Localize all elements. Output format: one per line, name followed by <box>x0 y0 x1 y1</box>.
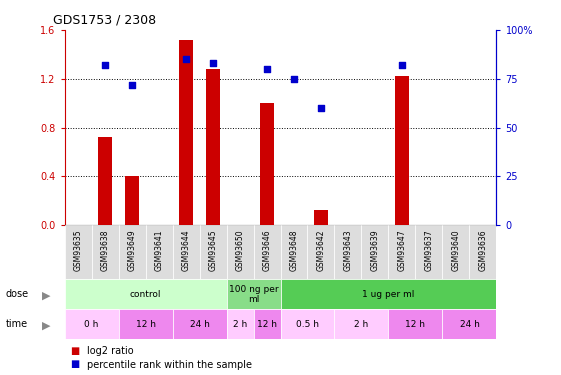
Point <box>289 76 298 82</box>
Bar <box>200 225 227 279</box>
Bar <box>173 309 227 339</box>
Bar <box>118 225 145 279</box>
Point <box>209 60 218 66</box>
Text: GSM93647: GSM93647 <box>398 230 407 271</box>
Bar <box>389 225 416 279</box>
Bar <box>280 279 496 309</box>
Text: GSM93637: GSM93637 <box>425 230 434 271</box>
Text: GSM93643: GSM93643 <box>343 230 352 271</box>
Bar <box>394 76 410 225</box>
Bar <box>145 225 173 279</box>
Text: GSM93639: GSM93639 <box>370 230 379 271</box>
Bar <box>260 103 274 225</box>
Point <box>100 62 109 68</box>
Bar <box>91 225 118 279</box>
Text: GSM93649: GSM93649 <box>127 230 136 271</box>
Text: GDS1753 / 2308: GDS1753 / 2308 <box>53 13 157 26</box>
Point <box>263 66 272 72</box>
Bar <box>334 309 389 339</box>
Text: GSM93636: GSM93636 <box>479 230 488 271</box>
Text: ▶: ▶ <box>42 321 51 331</box>
Bar <box>227 279 280 309</box>
Bar <box>173 225 200 279</box>
Text: percentile rank within the sample: percentile rank within the sample <box>87 360 252 369</box>
Text: GSM93646: GSM93646 <box>263 230 272 271</box>
Bar <box>118 309 173 339</box>
Text: dose: dose <box>6 290 29 299</box>
Text: control: control <box>130 290 161 299</box>
Bar <box>125 176 140 225</box>
Text: GSM93640: GSM93640 <box>452 230 461 271</box>
Point <box>182 56 191 62</box>
Text: 100 ng per
ml: 100 ng per ml <box>229 285 278 304</box>
Text: GSM93644: GSM93644 <box>182 230 191 271</box>
Bar <box>227 309 254 339</box>
Text: log2 ratio: log2 ratio <box>87 346 134 355</box>
Point <box>316 105 325 111</box>
Bar <box>280 309 334 339</box>
Bar <box>416 225 443 279</box>
Text: 12 h: 12 h <box>136 320 155 329</box>
Text: 2 h: 2 h <box>355 320 369 329</box>
Text: GSM93642: GSM93642 <box>316 230 325 271</box>
Text: 24 h: 24 h <box>459 320 480 329</box>
Bar <box>227 225 254 279</box>
Bar <box>307 225 334 279</box>
Bar <box>314 210 328 225</box>
Text: 1 ug per ml: 1 ug per ml <box>362 290 415 299</box>
Text: GSM93638: GSM93638 <box>100 230 109 271</box>
Bar <box>280 225 307 279</box>
Bar <box>443 225 470 279</box>
Text: 2 h: 2 h <box>233 320 247 329</box>
Point <box>398 62 407 68</box>
Bar <box>98 137 112 225</box>
Text: 0.5 h: 0.5 h <box>296 320 319 329</box>
Bar <box>205 69 220 225</box>
Text: ■: ■ <box>70 346 79 355</box>
Text: GSM93641: GSM93641 <box>154 230 163 271</box>
Text: ■: ■ <box>70 360 79 369</box>
Point <box>127 82 136 88</box>
Bar <box>470 225 496 279</box>
Bar <box>361 225 388 279</box>
Text: 24 h: 24 h <box>190 320 209 329</box>
Text: ▶: ▶ <box>42 291 51 301</box>
Text: time: time <box>6 320 27 329</box>
Text: GSM93645: GSM93645 <box>209 230 218 271</box>
Text: GSM93648: GSM93648 <box>289 230 298 271</box>
Text: 12 h: 12 h <box>406 320 425 329</box>
Text: GSM93635: GSM93635 <box>73 230 82 271</box>
Bar <box>388 309 443 339</box>
Bar <box>254 225 280 279</box>
Bar <box>65 279 227 309</box>
Text: GSM93650: GSM93650 <box>236 230 245 271</box>
Bar <box>65 309 118 339</box>
Bar <box>443 309 496 339</box>
Text: 0 h: 0 h <box>84 320 99 329</box>
Text: 12 h: 12 h <box>257 320 277 329</box>
Bar <box>334 225 361 279</box>
Bar <box>254 309 280 339</box>
Bar <box>65 225 91 279</box>
Bar <box>178 40 194 225</box>
